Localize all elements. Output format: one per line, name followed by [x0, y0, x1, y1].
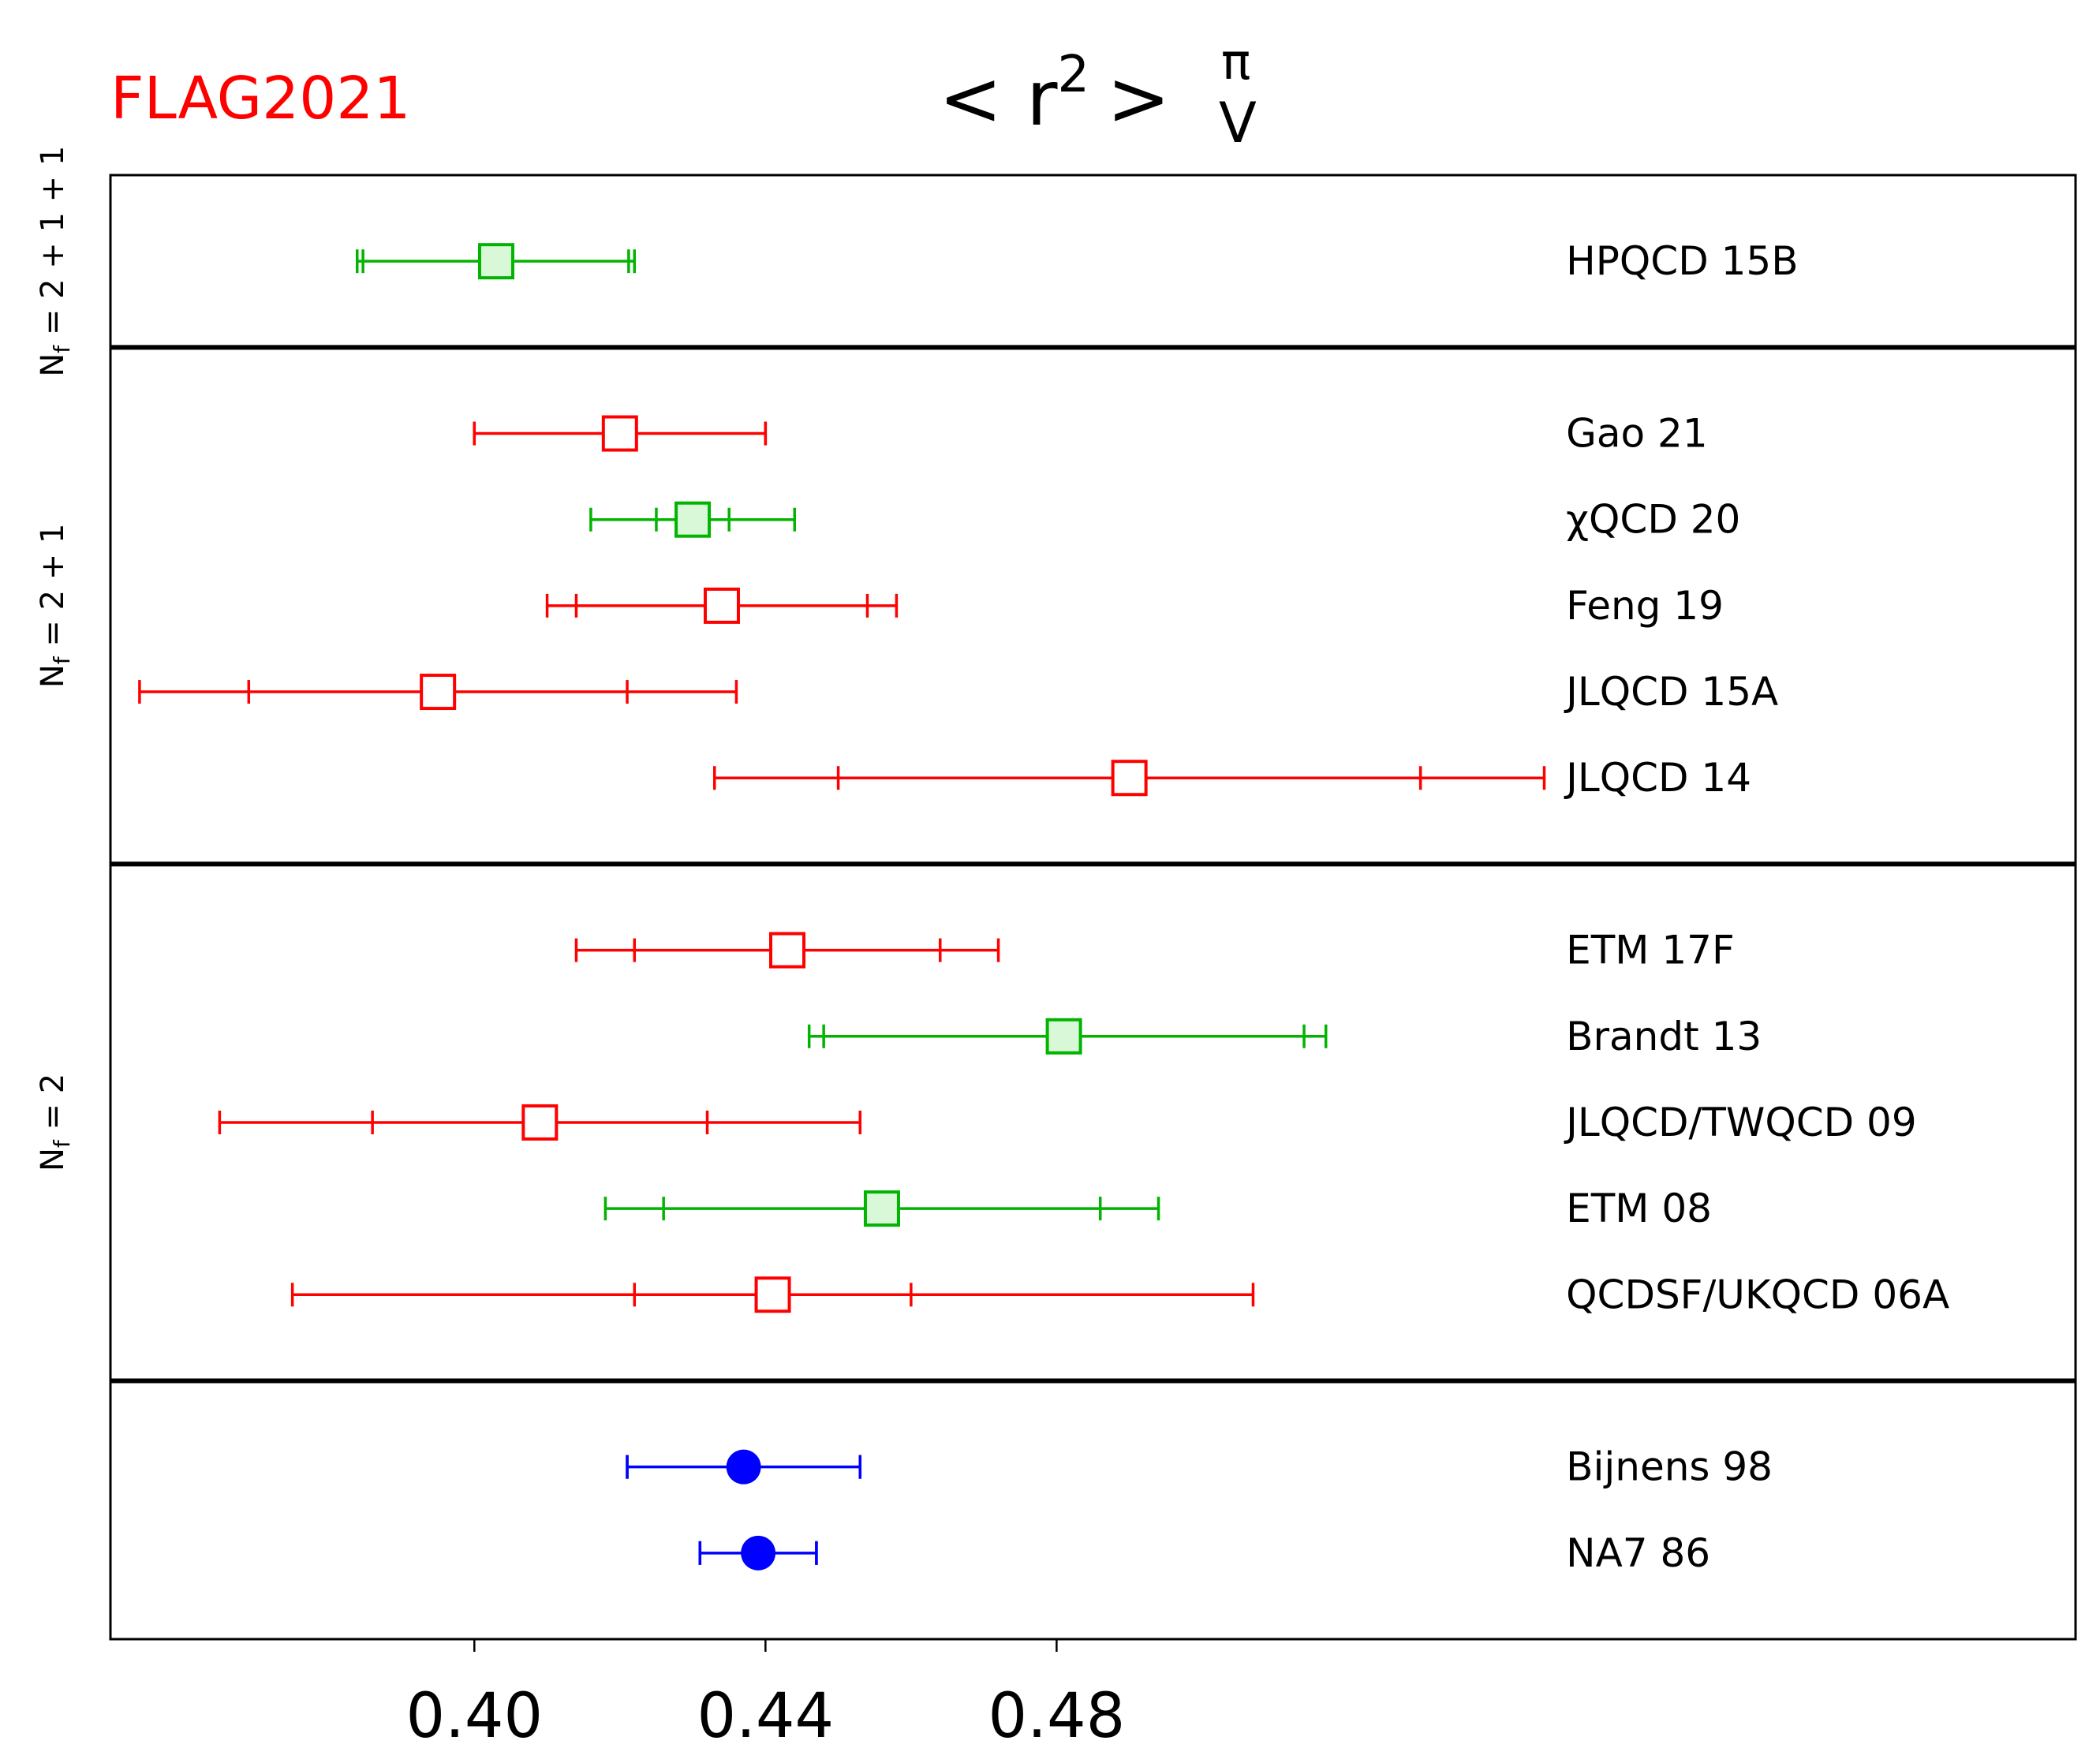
marker-square: [674, 501, 712, 538]
data-point: NA7 86: [698, 1530, 1710, 1576]
point-label: JLQCD 15A: [1564, 669, 1778, 715]
marker-square: [477, 243, 514, 280]
point-label: NA7 86: [1566, 1530, 1710, 1576]
marker-square: [1111, 760, 1148, 797]
group-label: Nf = 2: [35, 1074, 75, 1171]
marker-square: [1045, 1018, 1082, 1055]
plot-frame: [109, 174, 2077, 1641]
data-point: JLQCD 14: [713, 755, 1751, 801]
marker-circle: [741, 1535, 776, 1571]
point-label: JLQCD 14: [1564, 755, 1751, 801]
data-point: JLQCD/TWQCD 09: [218, 1100, 1917, 1145]
marker-square: [601, 415, 638, 452]
data-point: Bijnens 98: [626, 1444, 1773, 1490]
chart-title: < r2 > π V: [939, 33, 1257, 155]
title-exponent: 2: [1057, 46, 1089, 104]
marker-square: [754, 1276, 791, 1313]
data-point: QCDSF/UKQCD 06A: [290, 1272, 1949, 1317]
flag-logo: FLAG2021: [110, 65, 410, 133]
x-tick-label: 0.48: [988, 1681, 1126, 1752]
marker-square: [420, 674, 457, 711]
title-base: < r: [939, 54, 1058, 143]
title-close: >: [1107, 54, 1170, 143]
point-label: Gao 21: [1566, 411, 1707, 457]
plot-area: Nf = 2 + 1 + 1 Nf = 2 + 1 Nf = 2 0.40 0.44 0.…: [35, 146, 2077, 1752]
marker-square: [769, 932, 806, 969]
data-point: Gao 21: [473, 411, 1708, 457]
point-label: χQCD 20: [1566, 497, 1740, 543]
data-point: ETM 08: [603, 1186, 1712, 1231]
point-label: Feng 19: [1566, 583, 1724, 629]
marker-circle: [726, 1449, 761, 1485]
x-tick-label: 0.44: [697, 1681, 834, 1752]
point-label: ETM 17F: [1566, 928, 1735, 973]
svg-text:< r2>: < r2 >: [939, 46, 1171, 143]
data-point: ETM 17F: [574, 928, 1735, 973]
data-point: JLQCD 15A: [138, 669, 1778, 715]
marker-square: [703, 587, 740, 624]
point-label: ETM 08: [1566, 1186, 1712, 1231]
x-tick-label: 0.40: [405, 1681, 543, 1752]
title-subscript: V: [1219, 91, 1257, 155]
group-label: Nf = 2 + 1: [35, 524, 75, 689]
point-label: Bijnens 98: [1566, 1444, 1773, 1490]
data-point: Feng 19: [545, 583, 1724, 629]
point-label: QCDSF/UKQCD 06A: [1566, 1272, 1949, 1317]
group-label: Nf = 2 + 1 + 1: [35, 146, 75, 377]
point-label: JLQCD/TWQCD 09: [1564, 1100, 1916, 1145]
marker-square: [521, 1104, 559, 1141]
point-label: Brandt 13: [1566, 1014, 1762, 1059]
point-label: HPQCD 15B: [1566, 238, 1798, 284]
data-point: HPQCD 15B: [356, 238, 1799, 284]
marker-square: [863, 1190, 900, 1227]
data-point: χQCD 20: [589, 497, 1740, 543]
title-superscript: π: [1221, 33, 1250, 91]
data-point: Brandt 13: [807, 1014, 1762, 1059]
